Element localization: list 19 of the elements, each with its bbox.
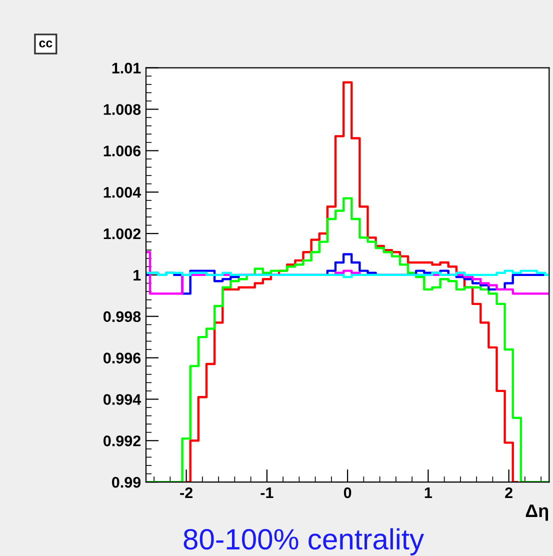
text: 80-100% centrality — [184, 528, 424, 556]
y-tick-label: 0.992 — [104, 436, 141, 446]
y-tick-label: 1.004 — [104, 186, 142, 198]
y-tick-label: 1.01 — [112, 62, 141, 74]
y-tick-label: 0.998 — [104, 311, 141, 322]
y-tick-label: 0.996 — [104, 352, 141, 364]
y-tick-label: 1 — [134, 270, 141, 280]
y-tick-label: 0.994 — [104, 394, 142, 405]
x-tick-label: 2 — [505, 487, 512, 498]
y-tick-label: 1.006 — [104, 146, 141, 156]
text: cc — [39, 40, 52, 48]
x-tick-label: -1 — [260, 487, 274, 498]
y-tick-label: 1.002 — [104, 228, 141, 240]
x-tick-label: 1 — [424, 487, 432, 498]
x-tick-label: -2 — [180, 487, 192, 498]
x-axis-title: Δη — [526, 504, 548, 521]
x-tick-label: 0 — [344, 487, 352, 498]
y-tick-label: 0.99 — [112, 476, 141, 488]
y-tick-label: 1.008 — [104, 104, 141, 115]
